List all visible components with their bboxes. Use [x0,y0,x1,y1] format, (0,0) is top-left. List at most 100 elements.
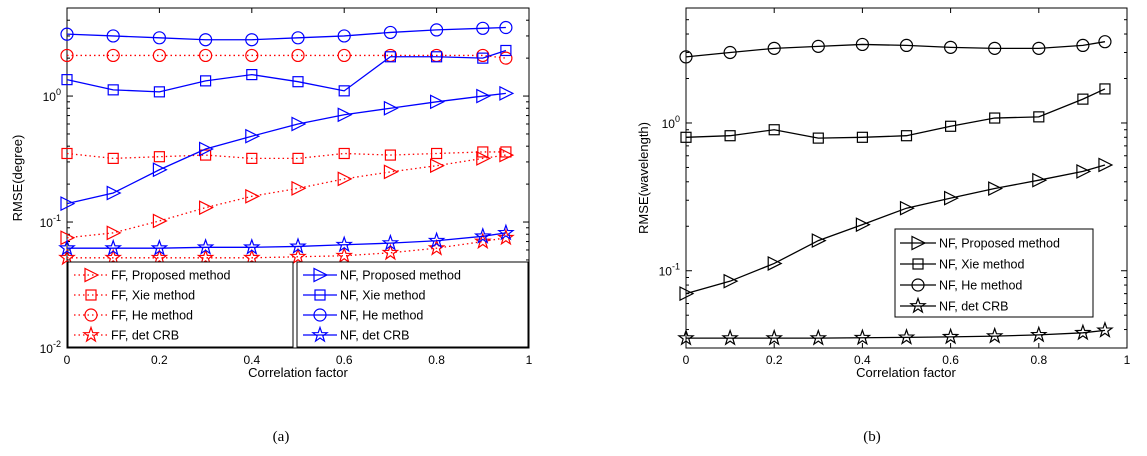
legend-label: NF, Proposed method [939,237,1060,251]
y-tick-base: 10 [40,342,54,356]
data-point [473,232,492,250]
data-point [106,48,120,63]
chart-b-legend-box [894,228,1094,318]
data-point [153,86,165,98]
legend-entry-ff-xie-method: FF, Xie method [74,289,195,303]
y-tick-label: 100 [43,87,61,104]
x-tick-label: 0.8 [1030,353,1047,367]
data-point [499,51,513,65]
data-point [1033,111,1045,123]
data-point [246,69,258,81]
data-point [337,29,351,43]
legend-entry-nf-proposed-method: NF, Proposed method [900,235,1060,251]
chart-a-caption: (a) [273,429,290,445]
data-point [499,85,515,101]
chart-a-legend-right: NF, Proposed method NF, Xie method NF, He … [296,261,529,348]
data-point [152,31,166,45]
series-line [66,154,506,239]
data-point [1074,323,1092,341]
data-point [899,200,915,216]
data-point [199,200,214,216]
legend-entry-ff-proposed-method: FF, Proposed method [74,267,231,283]
legend-entry-nf-det-crb: NF, det CRB [303,325,409,343]
data-point [289,247,307,265]
chart-a-x-axis: 0 0.2 0.4 0.6 0.8 1 [64,8,533,367]
data-point [679,50,693,64]
x-tick-label: 1 [526,353,533,367]
y-tick-base: 10 [659,265,673,279]
data-point [337,48,351,63]
data-point [106,185,122,201]
data-point [1076,163,1092,179]
data-point [107,84,119,96]
x-tick-label: 0.2 [151,353,168,367]
data-point [768,124,780,136]
data-point [60,48,74,63]
legend-entry-nf-xie-method: NF, Xie method [900,258,1025,272]
data-point [476,88,492,104]
data-point [811,39,825,53]
chart-b-x-axis: 0 0.2 0.4 0.6 0.8 1 [683,8,1131,367]
data-point [335,246,354,264]
legend-label: FF, det CRB [111,329,179,343]
chart-a-legend-right-box [296,261,529,348]
chart-b-series [677,35,1114,346]
data-point [476,21,490,35]
data-point [1098,35,1112,49]
data-point [431,147,443,160]
chart-a-ylabel: RMSE(degree) [10,135,25,222]
data-point [245,33,259,47]
legend-label: FF, He method [111,309,193,323]
legend-marker [909,296,927,314]
data-point [809,328,828,346]
series-line [66,92,506,205]
chart-b-plot-frame [685,7,1128,349]
data-point [107,152,119,164]
chart-b-ylabel: RMSE(wavelength) [636,122,651,234]
legend-marker [84,308,98,322]
data-point [1032,172,1048,188]
data-point [900,130,913,142]
data-point [58,238,76,256]
data-point [680,131,692,143]
data-point [242,237,261,255]
chart-a-series [58,20,515,266]
y-tick-exponent: 0 [56,87,61,97]
legend-marker [313,267,329,283]
chart-b-caption: (b) [863,429,881,445]
data-point [106,225,122,241]
series-line [685,164,1106,295]
data-point [430,158,445,174]
data-point [337,107,353,123]
data-point [383,25,397,40]
data-point [384,51,396,63]
data-point [853,328,872,346]
data-point [723,45,737,60]
legend-entry-nf-xie-method: NF, Xie method [303,289,426,303]
data-point [246,152,258,164]
legend-marker [314,289,326,301]
data-point [60,196,76,212]
chart-a-legend-left-entries: FF, Proposed method FF, Xie method FF, He … [74,267,231,343]
data-point [1096,321,1114,338]
series-ff-he-method [60,48,513,65]
data-point [61,147,73,160]
data-point [897,328,916,345]
y-tick-base: 10 [43,90,57,104]
data-point [943,40,958,54]
legend-entry-nf-he-method: NF, He method [900,278,1022,293]
y-tick-exponent: -2 [53,339,61,349]
legend-label: NF, Xie method [340,289,426,303]
data-point [812,132,824,144]
data-point [292,152,304,164]
data-point [152,48,166,63]
data-point [721,328,739,346]
data-point [335,235,354,253]
data-point [499,147,515,163]
series-line [67,54,506,59]
data-point [291,116,307,132]
y-tick-exponent: 0 [675,114,680,124]
legend-label: NF, He method [939,279,1022,293]
